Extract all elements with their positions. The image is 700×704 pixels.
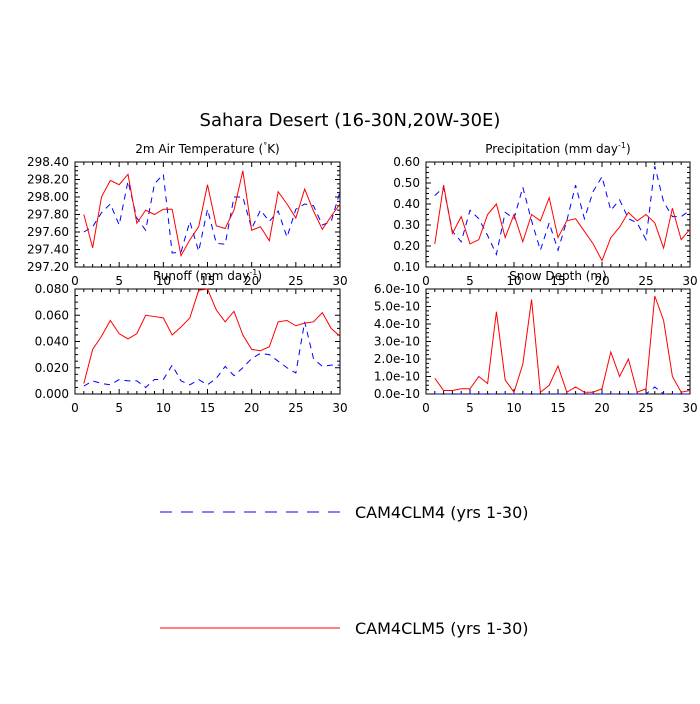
runoff-y-tick-label: 0.060: [35, 308, 69, 322]
legend: CAM4CLM4 (yrs 1-30) CAM4CLM5 (yrs 1-30): [160, 503, 529, 638]
snow-depth-series-cam4clm4: [434, 386, 690, 395]
snow-depth-y-tick-label: 6.0e-10: [374, 282, 420, 296]
air-temperature-y-tick-label: 297.20: [27, 260, 69, 274]
panel-snow-depth: Snow Depth (m) 0 5 10 15 20 25 30 0.0e-10 1.0e-10…: [374, 269, 698, 415]
snow-depth-y-tick-label: 3.0e-10: [374, 335, 420, 349]
panel-runoff: Runoff (mm day-1) 0 5 10 15 20 25 30 0.000 0.020 0…: [35, 268, 348, 415]
air-temperature-y-tick-label: 297.40: [27, 243, 69, 257]
air-temperature-y-tick-label: 298.00: [27, 190, 69, 204]
snow-depth-x-tick-label: 10: [506, 401, 521, 415]
runoff-y-tick-label: 0.000: [35, 387, 69, 401]
air-temperature-x-tick-label: 0: [71, 274, 79, 288]
runoff-series-cam4clm4: [83, 321, 340, 389]
runoff-x-tick-label: 30: [332, 401, 347, 415]
snow-depth-x-tick-label: 5: [466, 401, 474, 415]
runoff-x-tick-label: 0: [71, 401, 79, 415]
snow-depth-y-tick-label: 4.0e-10: [374, 317, 420, 331]
air-temperature-x-tick-label: 20: [244, 274, 259, 288]
air-temperature-plot-frame: [74, 161, 341, 268]
precipitation-x-tick-label: 25: [638, 274, 653, 288]
air-temperature-x-tick-label: 30: [332, 274, 347, 288]
runoff-y-tick-label: 0.080: [35, 282, 69, 296]
precipitation-series-cam4clm4: [434, 166, 691, 256]
snow-depth-y-tick-label: 5.0e-10: [374, 300, 420, 314]
precipitation-y-tick-label: 0.30: [393, 218, 420, 232]
precipitation-title: Precipitation (mm day-1): [485, 141, 630, 156]
snow-depth-series-cam4clm5: [434, 295, 691, 394]
precipitation-y-tick-label: 0.10: [393, 260, 420, 274]
snow-depth-y-tick-label: 2.0e-10: [374, 352, 420, 366]
air-temperature-y-tick-label: 297.80: [27, 208, 69, 222]
runoff-y-tick-label: 0.020: [35, 361, 69, 375]
snow-depth-y-tick-label: 0.0e-10: [374, 387, 420, 401]
air-temperature-x-tick-label: 5: [115, 274, 123, 288]
panel-air-temperature: 2m Air Temperature (°K) 0 5 10 15 20 25 30 297.2…: [27, 141, 348, 288]
panel-precipitation: Precipitation (mm day-1) 0 5 10 15 20 25 30 0.10…: [393, 141, 697, 288]
snow-depth-x-tick-label: 25: [638, 401, 653, 415]
air-temperature-y-tick-label: 298.40: [27, 155, 69, 169]
air-temperature-x-tick-label: 15: [200, 274, 215, 288]
air-temperature-series-cam4clm5: [83, 170, 341, 258]
precipitation-series-cam4clm5: [434, 185, 691, 262]
precipitation-x-tick-label: 0: [422, 274, 430, 288]
runoff-x-tick-label: 25: [288, 401, 303, 415]
snow-depth-title: Snow Depth (m): [509, 269, 607, 283]
air-temperature-y-tick-label: 298.20: [27, 173, 69, 187]
air-temperature-y-tick-label: 297.60: [27, 225, 69, 239]
precipitation-x-tick-label: 5: [466, 274, 474, 288]
runoff-plot-frame: [74, 288, 341, 395]
air-temperature-title: 2m Air Temperature (°K): [135, 141, 280, 156]
snow-depth-x-tick-label: 20: [594, 401, 609, 415]
air-temperature-series-cam4clm4: [83, 173, 341, 254]
precipitation-y-tick-label: 0.50: [393, 176, 420, 190]
runoff-title: Runoff (mm day-1): [153, 268, 262, 283]
snow-depth-x-tick-label: 0: [422, 401, 430, 415]
runoff-series-cam4clm5: [83, 288, 341, 384]
figure-title: Sahara Desert (16-30N,20W-30E): [200, 110, 501, 131]
precipitation-y-tick-label: 0.40: [393, 197, 420, 211]
air-temperature-x-tick-label: 25: [288, 274, 303, 288]
snow-depth-y-tick-label: 1.0e-10: [374, 370, 420, 384]
runoff-x-tick-label: 20: [244, 401, 259, 415]
precipitation-x-tick-label: 10: [506, 274, 521, 288]
precipitation-y-tick-label: 0.20: [393, 239, 420, 253]
air-temperature-x-tick-label: 10: [156, 274, 171, 288]
precipitation-x-tick-label: 15: [550, 274, 565, 288]
legend-label-cam4clm5: CAM4CLM5 (yrs 1-30): [355, 619, 529, 638]
runoff-x-tick-label: 15: [200, 401, 215, 415]
runoff-y-tick-label: 0.040: [35, 335, 69, 349]
runoff-x-tick-label: 10: [156, 401, 171, 415]
legend-label-cam4clm4: CAM4CLM4 (yrs 1-30): [355, 503, 529, 522]
precipitation-x-tick-label: 30: [682, 274, 697, 288]
runoff-x-tick-label: 5: [115, 401, 123, 415]
precipitation-y-tick-label: 0.60: [393, 155, 420, 169]
snow-depth-x-tick-label: 30: [682, 401, 697, 415]
precipitation-x-tick-label: 20: [594, 274, 609, 288]
snow-depth-x-tick-label: 15: [550, 401, 565, 415]
